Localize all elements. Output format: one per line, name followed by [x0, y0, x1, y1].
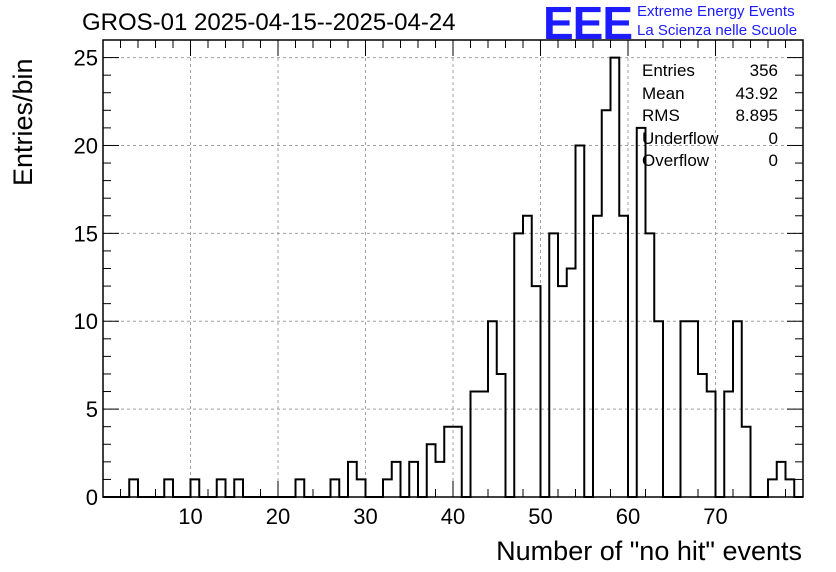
y-tick-label: 10 [74, 309, 98, 334]
histogram-bin [602, 110, 611, 497]
logo-caption: Extreme Energy Events La Scienza nelle S… [637, 2, 797, 40]
histogram-bin [453, 427, 462, 497]
histogram-bin [567, 269, 576, 498]
stats-row-rms: RMS 8.895 [642, 106, 778, 125]
histogram-bin [488, 321, 497, 497]
x-tick-label: 20 [266, 504, 290, 529]
histogram-bin [409, 462, 418, 497]
histogram-bin [427, 444, 436, 497]
histogram-bin [383, 479, 392, 497]
histogram-bin [532, 286, 541, 497]
histogram-bin [698, 374, 707, 497]
y-tick-label: 15 [74, 221, 98, 246]
x-axis-label: Number of "no hit" events [496, 536, 802, 566]
histogram-bin [129, 479, 138, 497]
histogram-bin [296, 479, 305, 497]
histogram-bin [707, 392, 716, 497]
histogram-bin [786, 479, 795, 497]
histogram-bin [497, 374, 506, 497]
chart-title: GROS-01 2025-04-15--2025-04-24 [82, 9, 456, 36]
x-tick-label: 30 [353, 504, 377, 529]
histogram-bin [348, 462, 357, 497]
histogram-bin [479, 392, 488, 497]
stats-row-underflow: Underflow 0 [642, 128, 778, 148]
histogram-bars [103, 56, 803, 498]
x-tick-label: 10 [178, 504, 202, 529]
histogram-bin [646, 233, 655, 497]
histogram-bin [681, 321, 690, 497]
histogram-bin [733, 321, 742, 497]
histogram-bin [191, 479, 200, 497]
histogram-bin [217, 479, 226, 497]
histogram-bin [558, 286, 567, 497]
stats-row-entries: Entries 356 [642, 61, 778, 80]
histogram-bin [549, 233, 558, 497]
histogram-outline [103, 56, 803, 498]
histogram-bin [777, 462, 786, 497]
histogram-bin [331, 479, 340, 497]
histogram-bin [444, 427, 453, 497]
y-tick-label: 0 [86, 485, 98, 510]
histogram-bin [471, 392, 480, 497]
histogram-bin [689, 321, 698, 497]
axis-tick-labels: 10 20 30 40 50 60 70 0 5 10 15 20 25 [74, 46, 728, 529]
histogram-bin [514, 233, 523, 497]
y-tick-label: 20 [74, 133, 98, 158]
histogram-bin [768, 479, 777, 497]
y-tick-label: 25 [74, 46, 98, 71]
histogram-bin [576, 145, 585, 497]
histogram-bin [619, 216, 628, 497]
y-axis-label: Entries/bin [8, 58, 38, 186]
histogram-bin [742, 427, 751, 497]
stats-row-mean: Mean 43.92 [642, 83, 778, 103]
histogram-bin [593, 216, 602, 497]
logo-line-2: La Scienza nelle Scuole [637, 22, 798, 39]
x-tick-label: 70 [703, 504, 727, 529]
stats-row-overflow: Overflow 0 [642, 151, 778, 170]
histogram-bin [164, 479, 173, 497]
histogram-bin [611, 58, 620, 497]
histogram-bin [392, 462, 401, 497]
axis-ticks [102, 39, 804, 498]
histogram-bin [654, 321, 663, 497]
logo-line-1: Extreme Energy Events [637, 3, 795, 20]
x-tick-label: 50 [528, 504, 552, 529]
x-tick-label: 40 [441, 504, 465, 529]
histogram-bin [523, 216, 532, 497]
eee-logo: EEE [543, 0, 633, 49]
stats-box: Entries 356 Mean 43.92 RMS 8.895 Underflow 0… [642, 60, 778, 173]
histogram-bin [724, 392, 733, 497]
histogram-bin [234, 479, 243, 497]
x-tick-label: 60 [616, 504, 640, 529]
histogram-bin [637, 128, 646, 497]
histogram-bin [436, 462, 445, 497]
y-tick-label: 5 [86, 397, 98, 422]
histogram-bin [357, 479, 366, 497]
